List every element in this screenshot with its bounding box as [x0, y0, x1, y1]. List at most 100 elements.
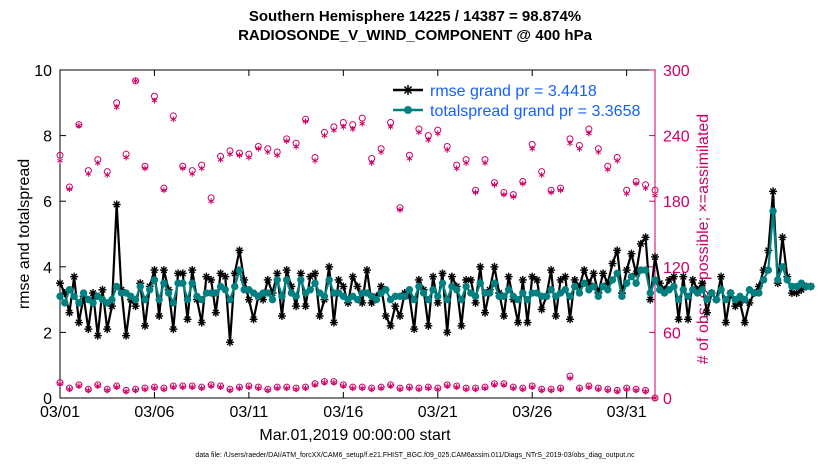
obs-assimilated-marker: [123, 388, 129, 395]
obs-assimilated-marker: [340, 123, 347, 130]
spread-series-point: [580, 279, 588, 287]
obs-assimilated-marker: [113, 384, 120, 391]
obs-assimilated-marker: [434, 386, 441, 393]
spread-series-point: [297, 276, 305, 284]
obs-assimilated-marker: [595, 386, 602, 393]
obs-assimilated-marker: [501, 191, 507, 198]
obs-assimilated-marker: [444, 382, 451, 389]
rmse-series-point: [523, 318, 532, 327]
spread-series-point: [268, 295, 277, 304]
y2-tick-label: 0: [663, 391, 672, 408]
rmse-series-point: [641, 233, 650, 242]
obs-assimilated-marker: [76, 122, 82, 129]
rmse-series-point: [282, 266, 291, 275]
obs-assimilated-marker: [264, 149, 271, 155]
spread-series-point: [712, 295, 721, 304]
obs-assimilated-marker: [151, 97, 158, 104]
obs-assimilated-marker: [604, 166, 611, 173]
obs-assimilated-marker: [170, 116, 177, 123]
rmse-series-point: [277, 312, 286, 320]
rmse-series-point: [792, 289, 801, 298]
obs-assimilated-marker: [76, 382, 82, 389]
obs-assimilated-marker: [274, 385, 281, 392]
spread-series-point: [320, 292, 329, 301]
rmse-series-point: [532, 275, 541, 284]
rmse-series-point: [211, 308, 220, 317]
spread-series-point: [131, 295, 140, 304]
obs-assimilated-marker: [472, 189, 479, 196]
rmse-series-point: [589, 269, 598, 278]
obs-assimilated-marker: [246, 384, 252, 391]
spread-series-point: [759, 276, 768, 284]
rmse-series-point: [698, 279, 707, 288]
obs-assimilated-marker: [151, 385, 158, 392]
spread-series-point: [698, 286, 706, 294]
y-tick-label: 10: [34, 63, 52, 80]
rmse-series-point: [273, 269, 282, 278]
rmse-series-point: [259, 295, 268, 304]
rmse-series-point: [315, 312, 324, 320]
rmse-series-point: [235, 246, 244, 255]
rmse-series-point: [561, 272, 570, 281]
rmse-series-point: [622, 266, 631, 275]
spread-series-point: [547, 286, 555, 294]
spread-series-point: [646, 289, 654, 297]
spread-series-point: [306, 286, 314, 294]
spread-series-point: [405, 286, 414, 294]
x-tick-label: 03/31: [607, 404, 647, 421]
rmse-series-point: [679, 272, 688, 281]
obs-assimilated-marker: [586, 384, 592, 391]
rmse-series-point: [362, 266, 371, 275]
rmse-series-point: [244, 295, 253, 304]
spread-series-point: [429, 286, 437, 294]
rmse-series-point: [348, 272, 357, 281]
rmse-series-point: [74, 318, 83, 327]
obs-assimilated-marker: [123, 154, 129, 161]
obs-assimilated-marker: [529, 384, 536, 391]
rmse-series-point: [547, 266, 556, 275]
spread-series-point: [575, 289, 584, 297]
obs-assimilated-marker: [510, 385, 517, 392]
spread-series-point: [457, 295, 466, 304]
rmse-series-point: [466, 275, 475, 284]
rmse-series-point: [122, 331, 131, 340]
rmse-series-point: [518, 275, 527, 284]
spread-series-point: [774, 276, 782, 284]
rmse-series-point: [499, 312, 508, 320]
spread-series-point: [292, 292, 300, 301]
spread-series-line: [59, 210, 811, 307]
obs-assimilated-marker: [633, 180, 639, 187]
spread-series-point: [56, 292, 64, 301]
rmse-series-point: [56, 279, 64, 288]
rmse-series-point: [674, 315, 683, 324]
rmse-series-point: [702, 308, 711, 317]
spread-series-point: [443, 295, 451, 304]
obs-assimilated-marker: [113, 104, 120, 111]
spread-series-point: [684, 292, 692, 301]
obs-assimilated-marker: [217, 384, 224, 391]
rmse-series-point: [84, 325, 93, 334]
rmse-series-point: [514, 318, 523, 327]
obs-assimilated-marker: [548, 189, 554, 196]
rmse-series-point: [325, 262, 334, 271]
rmse-series-point: [471, 298, 480, 307]
rmse-series-point: [249, 315, 258, 324]
obs-assimilated-marker: [387, 382, 394, 389]
spread-series-point: [226, 295, 234, 304]
obs-assimilated-marker: [312, 381, 318, 388]
spread-series-point: [164, 289, 173, 297]
rmse-series-point: [339, 282, 348, 291]
obs-assimilated-marker: [406, 155, 413, 162]
spread-series-point: [764, 266, 773, 274]
spread-series-point: [325, 276, 333, 284]
obs-assimilated-marker: [472, 386, 479, 393]
spread-series-point: [197, 295, 206, 304]
spread-series-point: [490, 279, 499, 287]
rmse-series-point: [481, 308, 489, 317]
obs-assimilated-marker: [642, 185, 649, 192]
rmse-series-point: [580, 266, 589, 275]
obs-assimilated-marker: [274, 152, 281, 159]
x-tick-label: 03/06: [134, 404, 174, 421]
rmse-series-point: [651, 252, 659, 261]
spread-series-point: [353, 295, 362, 304]
